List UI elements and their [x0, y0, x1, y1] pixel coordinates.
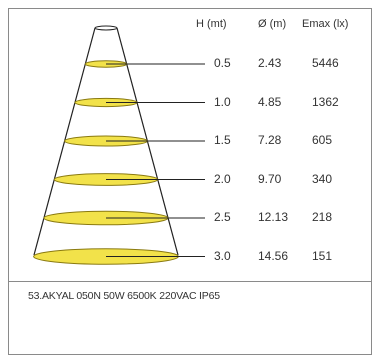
- height-value: 1.0: [214, 94, 231, 109]
- diameter-value: 7.28: [258, 133, 282, 147]
- height-value: 0.5: [214, 56, 231, 70]
- diameter-value: 12.13: [258, 210, 289, 224]
- caption-divider: [8, 281, 372, 282]
- emax-value: 340: [312, 171, 333, 186]
- diameter-header: Ø (m): [258, 18, 287, 30]
- height-value: 2.0: [214, 171, 231, 186]
- diameter-value: 2.43: [258, 56, 282, 70]
- height-value: 1.5: [214, 133, 231, 147]
- diameter-value: 4.85: [258, 94, 282, 109]
- height-value: 3.0: [214, 248, 231, 263]
- product-caption: 53.AKYAL 050N 50W 6500K 220VAC IP65: [28, 290, 220, 302]
- height-value: 2.5: [214, 210, 231, 224]
- emax-value: 218: [312, 210, 333, 224]
- emax-value: 1362: [312, 94, 339, 109]
- diameter-value: 9.70: [258, 171, 282, 186]
- emax-value: 151: [312, 248, 333, 263]
- height-header: H (mt): [196, 18, 227, 30]
- emax-header: Emax (lx): [302, 18, 349, 30]
- emax-value: 5446: [312, 56, 339, 70]
- diameter-value: 14.56: [258, 248, 289, 263]
- cone-apex: [94, 25, 118, 31]
- emax-value: 605: [312, 133, 333, 147]
